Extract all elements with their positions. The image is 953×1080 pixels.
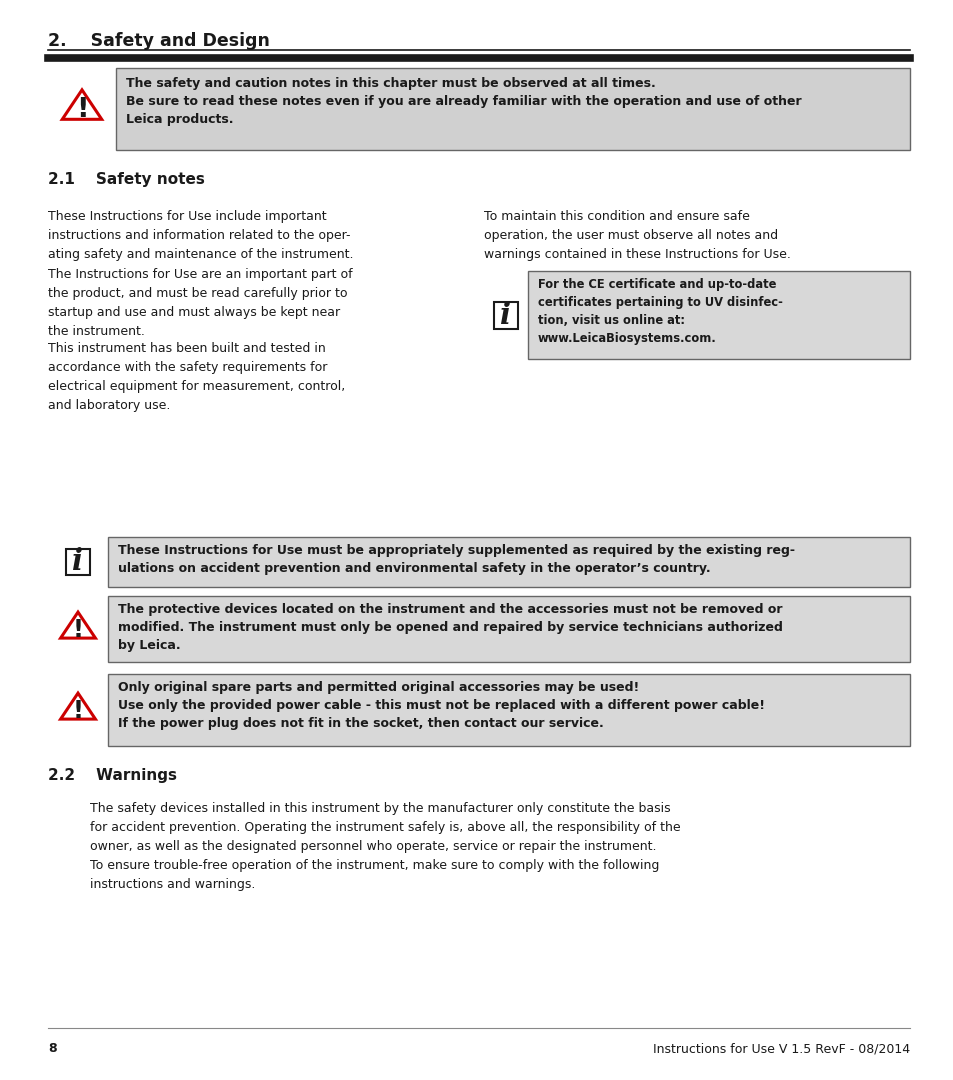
Polygon shape	[62, 90, 102, 119]
FancyBboxPatch shape	[108, 537, 909, 588]
Polygon shape	[61, 693, 95, 719]
Text: 2.2    Warnings: 2.2 Warnings	[48, 768, 177, 783]
Text: !: !	[72, 618, 84, 642]
Text: 2.1    Safety notes: 2.1 Safety notes	[48, 172, 205, 187]
Text: !: !	[72, 699, 84, 723]
Text: 2.    Safety and Design: 2. Safety and Design	[48, 32, 270, 50]
FancyBboxPatch shape	[66, 549, 90, 576]
Text: The safety devices installed in this instrument by the manufacturer only constit: The safety devices installed in this ins…	[90, 802, 679, 891]
Text: The safety and caution notes in this chapter must be observed at all times.
Be s: The safety and caution notes in this cha…	[126, 77, 801, 126]
Text: These Instructions for Use must be appropriately supplemented as required by the: These Instructions for Use must be appro…	[118, 544, 794, 575]
Text: The protective devices located on the instrument and the accessories must not be: The protective devices located on the in…	[118, 603, 782, 652]
Text: These Instructions for Use include important
instructions and information relate: These Instructions for Use include impor…	[48, 210, 354, 261]
FancyBboxPatch shape	[108, 596, 909, 662]
FancyBboxPatch shape	[116, 68, 909, 150]
Text: Instructions for Use V 1.5 RevF - 08/2014: Instructions for Use V 1.5 RevF - 08/201…	[652, 1042, 909, 1055]
Polygon shape	[61, 612, 95, 638]
FancyBboxPatch shape	[527, 271, 909, 360]
FancyBboxPatch shape	[108, 674, 909, 746]
Text: To maintain this condition and ensure safe
operation, the user must observe all : To maintain this condition and ensure sa…	[483, 210, 790, 261]
Text: This instrument has been built and tested in
accordance with the safety requirem: This instrument has been built and teste…	[48, 341, 345, 411]
FancyBboxPatch shape	[494, 302, 517, 328]
Text: Only original spare parts and permitted original accessories may be used!
Use on: Only original spare parts and permitted …	[118, 681, 764, 730]
Text: For the CE certificate and up-to-date
certificates pertaining to UV disinfec-
ti: For the CE certificate and up-to-date ce…	[537, 279, 782, 346]
Text: 8: 8	[48, 1042, 56, 1055]
Text: i: i	[500, 301, 511, 329]
Text: !: !	[75, 97, 89, 123]
Text: i: i	[72, 548, 84, 577]
Text: The Instructions for Use are an important part of
the product, and must be read : The Instructions for Use are an importan…	[48, 269, 353, 338]
